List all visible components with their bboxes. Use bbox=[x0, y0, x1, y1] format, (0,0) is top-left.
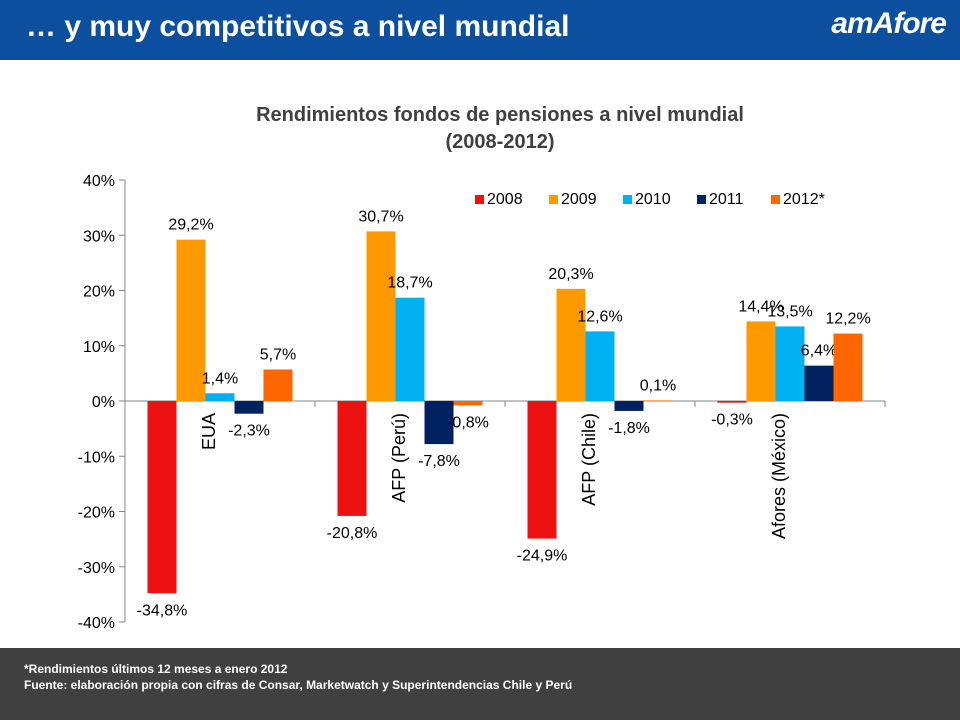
data-label: 0,1% bbox=[640, 377, 676, 394]
y-tick-label: -40% bbox=[78, 615, 115, 632]
bar-2009-2 bbox=[556, 288, 586, 401]
bar-2010-2 bbox=[585, 331, 615, 401]
data-label: -1,8% bbox=[608, 420, 650, 437]
data-label: 13,5% bbox=[767, 303, 812, 320]
legend-label: 2008 bbox=[487, 191, 523, 208]
chart-title-line-2: (2008-2012) bbox=[445, 131, 555, 153]
legend-swatch-2010 bbox=[623, 195, 632, 204]
bar-2010-0 bbox=[205, 393, 235, 401]
data-label: 12,6% bbox=[577, 308, 622, 325]
bar-2009-1 bbox=[366, 231, 396, 401]
bar-2011-2 bbox=[614, 401, 644, 411]
chart-title: Rendimientos fondos de pensiones a nivel… bbox=[0, 102, 960, 156]
legend-swatch-2009 bbox=[549, 195, 558, 204]
data-label: -0,8% bbox=[447, 414, 489, 431]
bar-2009-0 bbox=[176, 239, 206, 401]
category-label: AFP (Chile) bbox=[579, 413, 599, 506]
y-tick-label: 0% bbox=[92, 394, 115, 411]
data-label: -0,3% bbox=[711, 412, 753, 429]
bar-2012-2 bbox=[643, 400, 673, 402]
footer-bar bbox=[0, 648, 960, 720]
amafore-logo: amAfore bbox=[831, 7, 947, 40]
data-label: 14,4% bbox=[738, 298, 783, 315]
slide-title: … y muy competitivos a nivel mundial bbox=[26, 10, 570, 43]
data-label: -2,3% bbox=[228, 423, 270, 440]
legend-label: 2010 bbox=[635, 191, 671, 208]
bar-2008-1 bbox=[337, 401, 367, 516]
category-label: EUA bbox=[199, 413, 219, 450]
category-label: AFP (Perú) bbox=[389, 413, 409, 503]
chart-title-line-1: Rendimientos fondos de pensiones a nivel… bbox=[256, 104, 744, 126]
bar-2009-3 bbox=[746, 321, 776, 401]
data-label: -20,8% bbox=[327, 525, 378, 542]
source-note: Fuente: elaboración propia con cifras de… bbox=[24, 678, 573, 692]
y-tick-label: -10% bbox=[78, 449, 115, 466]
footnote: *Rendimientos últimos 12 meses a enero 2… bbox=[24, 662, 288, 676]
bar-2012-1 bbox=[453, 401, 483, 406]
bar-2010-1 bbox=[395, 297, 425, 401]
y-tick-label: 20% bbox=[83, 284, 115, 301]
bar-2008-3 bbox=[717, 401, 747, 403]
bar-chart: 40% 30% 20% 10% 0% -10% -20% -30% -40% -34,8% 29,2… bbox=[78, 173, 886, 632]
data-label: -34,8% bbox=[137, 602, 188, 619]
y-tick-label: -30% bbox=[78, 560, 115, 577]
data-label: 30,7% bbox=[358, 208, 403, 225]
legend-swatch-2012 bbox=[771, 195, 780, 204]
legend-label: 2009 bbox=[561, 191, 597, 208]
data-label: 20,3% bbox=[548, 266, 593, 283]
y-tick-label: 40% bbox=[83, 173, 115, 190]
bar-2010-3 bbox=[775, 326, 805, 401]
bar-2011-0 bbox=[234, 401, 264, 414]
data-label: 18,7% bbox=[387, 275, 432, 292]
y-tick-label: 10% bbox=[83, 339, 115, 356]
bar-2008-2 bbox=[527, 401, 557, 539]
data-label: 29,2% bbox=[168, 217, 213, 234]
header-bar bbox=[0, 0, 960, 60]
legend-swatch-2008 bbox=[475, 195, 484, 204]
legend-label: 2012* bbox=[783, 191, 825, 208]
bar-2012-0 bbox=[263, 369, 293, 401]
y-tick-label: 30% bbox=[83, 228, 115, 245]
data-label: 1,4% bbox=[202, 370, 238, 387]
data-label: -24,9% bbox=[517, 548, 568, 565]
data-label: 6,4% bbox=[801, 343, 837, 360]
data-label: -7,8% bbox=[418, 453, 460, 470]
category-label: Afores (México) bbox=[769, 413, 789, 539]
y-tick-label: -20% bbox=[78, 505, 115, 522]
bar-2011-1 bbox=[424, 401, 454, 445]
data-label: 12,2% bbox=[825, 311, 870, 328]
legend-label: 2011 bbox=[709, 191, 744, 208]
bar-2012-3 bbox=[833, 333, 863, 401]
legend-swatch-2011 bbox=[697, 195, 706, 204]
bar-2008-0 bbox=[147, 401, 177, 594]
bar-2011-3 bbox=[804, 365, 834, 401]
data-label: 5,7% bbox=[260, 347, 296, 364]
